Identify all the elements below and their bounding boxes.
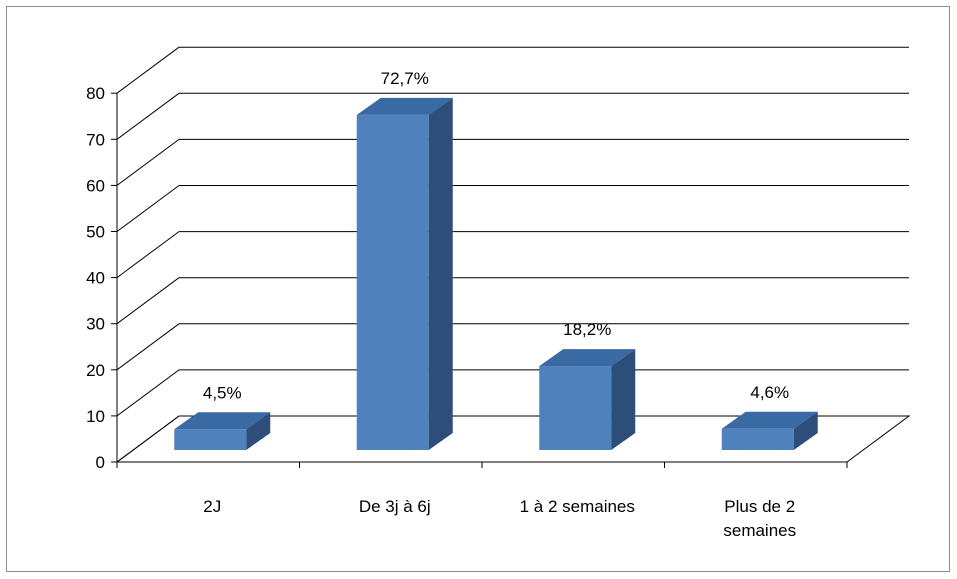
- bar-top: [539, 349, 636, 367]
- gridlines: [116, 46, 909, 463]
- bar-top: [174, 412, 271, 430]
- category-label-line: De 3j à 6j: [359, 497, 431, 516]
- bar-side: [611, 349, 636, 450]
- gridline-side: [116, 231, 180, 279]
- bar: [356, 97, 453, 450]
- bar: [539, 349, 636, 450]
- category-label-line: 1 à 2 semaines: [520, 497, 635, 516]
- y-tick-label: 70: [86, 130, 105, 149]
- bar: [721, 411, 818, 450]
- y-tick-label: 30: [86, 315, 105, 334]
- y-tick-label: 60: [86, 176, 105, 195]
- y-tick-label: 0: [96, 453, 105, 472]
- bar-front: [539, 366, 612, 450]
- category-label-line: Plus de 2: [724, 497, 795, 516]
- bar-front: [356, 114, 429, 450]
- bar-top: [356, 97, 453, 115]
- bar-side: [793, 411, 818, 450]
- y-tick-label: 80: [86, 84, 105, 103]
- data-label: 18,2%: [563, 320, 611, 339]
- data-label: 72,7%: [381, 69, 429, 88]
- bar-chart-3d: 0 10 20 30 40 50 60 70 80 4,5% 2J 72,7% De 3j à 6j 18…: [86, 46, 911, 540]
- bar-side: [246, 412, 271, 450]
- gridline-side: [116, 138, 180, 186]
- gridline-side: [116, 185, 180, 232]
- axes: [111, 92, 911, 468]
- gridline-side: [116, 277, 180, 325]
- bar-side: [428, 97, 453, 450]
- y-tick-label: 40: [86, 269, 105, 288]
- gridline-side: [116, 369, 180, 417]
- gridline-side: [116, 92, 180, 140]
- data-label: 4,6%: [750, 383, 789, 402]
- category-label-line: 2J: [203, 497, 221, 516]
- bar: [174, 412, 271, 450]
- gridline-side: [116, 46, 180, 94]
- bar-front: [721, 428, 794, 450]
- category-label: 1 à 2 semaines: [520, 497, 635, 516]
- bar-front: [174, 429, 247, 450]
- category-label: Plus de 2 semaines: [723, 497, 796, 540]
- y-tick-label: 20: [86, 361, 105, 380]
- data-label: 4,5%: [203, 383, 242, 402]
- y-tick-label: 50: [86, 223, 105, 242]
- category-label-line: semaines: [723, 521, 796, 540]
- y-tick-label: 10: [86, 407, 105, 426]
- bars: [174, 97, 818, 450]
- category-label: 2J: [203, 497, 221, 516]
- chart-frame: 0 10 20 30 40 50 60 70 80 4,5% 2J 72,7% De 3j à 6j 18…: [6, 6, 950, 572]
- category-label: De 3j à 6j: [359, 497, 431, 516]
- bar-top: [721, 411, 818, 429]
- gridline-side: [116, 323, 180, 371]
- labels: 0 10 20 30 40 50 60 70 80 4,5% 2J 72,7% De 3j à 6j 18…: [86, 69, 796, 540]
